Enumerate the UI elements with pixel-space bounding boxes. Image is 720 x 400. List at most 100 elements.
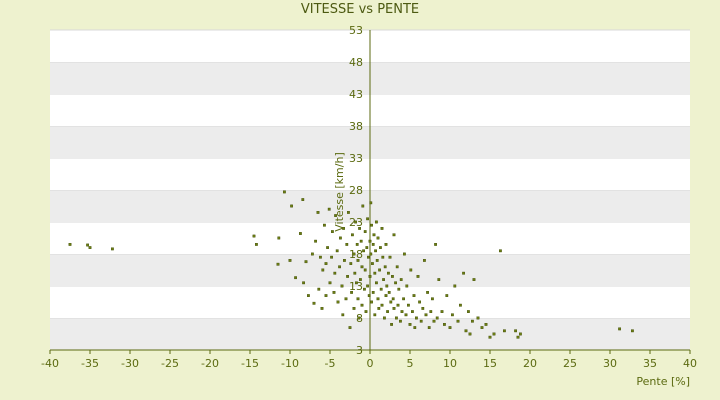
data-point — [356, 297, 360, 301]
y-tick-label: 3 — [356, 344, 363, 357]
x-tick-label: 30 — [603, 357, 617, 370]
data-point — [467, 310, 470, 313]
data-point — [382, 278, 385, 281]
data-point — [340, 284, 344, 288]
data-point — [361, 204, 365, 208]
x-tick-label: 35 — [643, 357, 657, 370]
data-point — [426, 291, 429, 294]
data-point — [431, 297, 434, 301]
y-tick-label: 33 — [349, 152, 363, 165]
data-point — [379, 287, 383, 291]
data-point — [402, 297, 405, 301]
data-point — [363, 287, 366, 291]
y-tick-label: 43 — [349, 88, 363, 101]
data-point — [476, 316, 480, 320]
data-point — [427, 326, 431, 329]
data-point — [384, 294, 388, 297]
y-tick-label: 28 — [349, 184, 363, 197]
data-point — [86, 243, 90, 247]
data-point — [421, 307, 425, 310]
data-point — [369, 252, 373, 256]
data-point — [327, 207, 331, 211]
data-point — [335, 249, 339, 253]
data-point — [276, 262, 280, 266]
data-point — [328, 281, 332, 285]
y-tick-label: 18 — [349, 248, 363, 261]
data-point — [376, 297, 380, 301]
data-point — [357, 316, 361, 320]
x-tick-label: -10 — [281, 357, 299, 370]
data-point — [359, 239, 363, 243]
data-point — [480, 326, 484, 329]
data-point — [484, 323, 488, 326]
x-tick-label: -30 — [121, 357, 139, 370]
data-point — [387, 291, 391, 294]
data-point — [409, 268, 413, 272]
data-point — [385, 284, 389, 288]
data-point — [350, 291, 353, 294]
data-point — [399, 319, 402, 323]
data-point — [332, 291, 336, 294]
data-point — [367, 255, 370, 259]
data-point — [392, 307, 396, 310]
data-point — [389, 300, 393, 304]
data-point — [370, 223, 373, 227]
data-point — [631, 329, 634, 333]
data-point — [360, 265, 364, 269]
data-point — [307, 294, 310, 297]
data-point — [331, 230, 334, 233]
data-point — [360, 303, 364, 307]
data-point — [356, 259, 360, 262]
data-point — [394, 281, 397, 285]
data-point — [363, 268, 367, 272]
data-point — [383, 265, 387, 269]
data-point — [415, 316, 418, 320]
data-point — [369, 201, 373, 205]
data-point — [317, 287, 321, 291]
data-point — [311, 252, 314, 256]
x-tick-label: 20 — [523, 357, 537, 370]
data-point — [380, 303, 384, 307]
x-axis-label: Pente [%] — [636, 375, 690, 388]
data-point — [374, 249, 377, 253]
data-point — [378, 268, 381, 272]
data-point — [424, 313, 428, 317]
data-point — [456, 319, 460, 323]
data-point — [451, 313, 454, 317]
x-tick-label: 5 — [407, 357, 414, 370]
data-point — [416, 275, 420, 278]
data-point — [349, 262, 353, 265]
data-point — [499, 249, 502, 253]
data-point — [384, 242, 388, 246]
data-point — [343, 259, 346, 262]
data-point — [464, 329, 468, 333]
y-tick-label: 38 — [349, 120, 363, 133]
data-point — [304, 260, 308, 264]
data-point — [344, 297, 348, 301]
data-point — [405, 284, 409, 288]
data-point — [429, 310, 433, 313]
x-tick-label: -15 — [241, 357, 259, 370]
y-tick-label: 13 — [349, 280, 363, 293]
data-point — [400, 310, 404, 313]
data-point — [324, 262, 328, 265]
data-point — [365, 246, 369, 249]
x-tick-label: -25 — [161, 357, 179, 370]
data-point — [373, 313, 377, 317]
data-point — [412, 294, 416, 297]
data-point — [388, 255, 392, 259]
data-point — [395, 316, 398, 320]
data-point — [448, 326, 452, 329]
data-point — [391, 297, 395, 301]
data-point — [294, 276, 297, 280]
data-point — [435, 316, 439, 320]
data-point — [371, 291, 375, 294]
x-tick-label: 40 — [683, 357, 697, 370]
data-point — [411, 310, 414, 313]
x-tick-label: -35 — [81, 357, 99, 370]
data-point — [353, 271, 357, 275]
data-point — [437, 278, 441, 281]
data-point — [358, 226, 361, 230]
data-point — [341, 313, 345, 317]
